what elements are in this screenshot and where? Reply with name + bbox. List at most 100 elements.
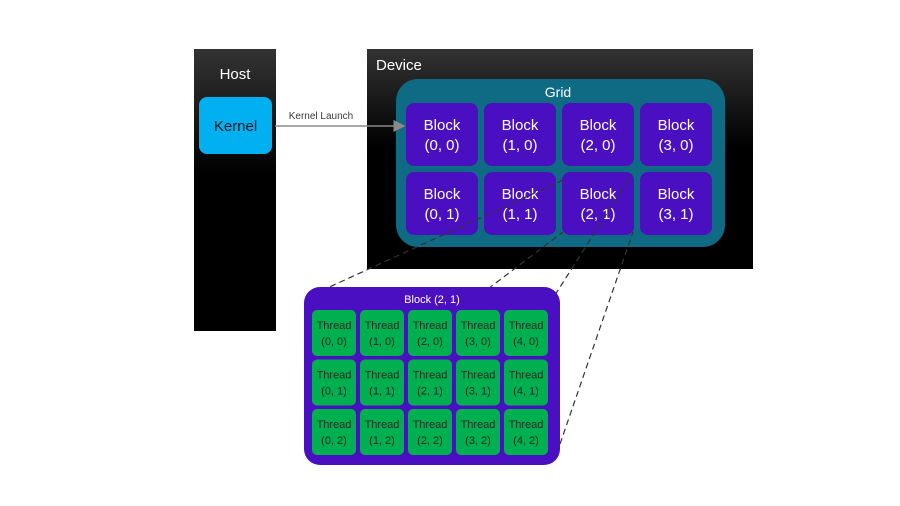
zoom-line-outer-left [311,179,564,296]
thread-label: Thread [509,370,544,382]
grid-block-label: Block [658,186,695,203]
thread-label: Thread [365,370,400,382]
zoom-line-inner-left [479,231,564,296]
thread-index: (1, 1) [369,386,395,398]
thread-cell-bg [504,310,548,356]
grid-block-bg [406,103,478,166]
thread-cell: Thread (2, 2) [408,409,452,455]
thread-cell-bg [408,310,452,356]
thread-cell: Thread (1, 2) [360,409,404,455]
grid-block-index: (1, 1) [502,206,537,223]
thread-cell-bg [408,359,452,406]
thread-cell: Thread (3, 2) [456,409,500,455]
thread-index: (1, 2) [369,435,395,447]
thread-cell: Thread (4, 0) [504,310,548,356]
zoom-lines [311,173,634,445]
thread-label: Thread [509,320,544,332]
thread-index: (0, 2) [321,435,347,447]
thread-index: (2, 1) [417,386,443,398]
thread-index: (0, 1) [321,386,347,398]
thread-cell-bg [504,409,548,455]
host-panel-bg [194,49,276,331]
thread-cell-bg [456,409,500,455]
grid-block: Block (1, 0) [484,103,556,166]
thread-index: (3, 2) [465,435,491,447]
grid-block-bg [484,172,556,235]
thread-index: (4, 0) [513,336,539,348]
grid-block-label: Block [658,117,695,134]
thread-cell-bg [312,359,356,406]
grid-container: Grid Block(0, 0)Block(1, 0)Block(2, 0)Bl… [396,79,725,247]
zoomed-block-title: Block (2, 1) [404,294,460,306]
blocks-layer: Block (0, 0) Block (1, 0) Block (2, 0) Block (3… [406,103,712,235]
grid-block: Block (3, 0) [640,103,712,166]
host-panel: Host Kernel [194,49,276,331]
thread-label: Thread [413,370,448,382]
grid-title: Grid [545,84,571,100]
thread-label: Thread [365,320,400,332]
grid-block: Block (2, 0) [562,103,634,166]
kernel-box-bg [199,97,272,154]
grid-block-bg [640,172,712,235]
thread-cell-bg [360,359,404,406]
thread-cell: Thread (4, 1) [504,359,548,406]
host-title: Host [220,66,252,83]
thread-cell: Thread (1, 0) [360,310,404,356]
grid-block-index: (0, 1) [424,206,459,223]
device-title: Device [376,57,422,74]
thread-index: (3, 0) [465,336,491,348]
thread-index: (2, 2) [417,435,443,447]
thread-cell-bg [360,409,404,455]
thread-label: Thread [413,320,448,332]
grid-block: Block (2, 1) [562,172,634,235]
thread-label: Thread [365,419,400,431]
thread-cell: Thread (0, 1) [312,359,356,406]
thread-label: Thread [317,320,352,332]
thread-cell: Thread (4, 2) [504,409,548,455]
grid-block-bg [484,103,556,166]
thread-index: (3, 1) [465,386,491,398]
grid-block-label: Block [580,117,617,134]
thread-cell-bg [360,310,404,356]
grid-block-label: Block [502,117,539,134]
thread-cell-bg [456,310,500,356]
thread-label: Thread [461,370,496,382]
grid-block-bg [406,172,478,235]
device-panel: Device Grid Block (0, 0) Block (1, 0) Block (… [367,49,753,269]
thread-cell-bg [408,409,452,455]
grid-block: Block (3, 1) [640,172,712,235]
grid-block-label: Block [580,186,617,203]
thread-cell: Thread (2, 0) [408,310,452,356]
thread-cell: Thread (0, 0) [312,310,356,356]
thread-label: Thread [461,320,496,332]
kernel-box: Kernel [199,97,272,154]
grid-block: Block (0, 0) [406,103,478,166]
grid-block-label: Block [502,186,539,203]
thread-cell-bg [312,310,356,356]
grid-block-bg [640,103,712,166]
thread-index: (0, 0) [321,336,347,348]
grid-block-index: (3, 0) [658,137,693,154]
thread-cell: Thread (1, 1) [360,359,404,406]
grid-block-bg [562,103,634,166]
kernel-label: Kernel [214,118,257,135]
thread-label: Thread [413,419,448,431]
grid-block-label: Block [424,117,461,134]
thread-label: Thread [461,419,496,431]
grid-block-index: (0, 0) [424,137,459,154]
thread-cell: Thread (2, 1) [408,359,452,406]
thread-label: Thread [509,419,544,431]
kernel-launch-arrow: Kernel Launch [275,111,406,132]
grid-block-label: Block [424,186,461,203]
grid-block-index: (1, 0) [502,137,537,154]
thread-cell: Thread (0, 2) [312,409,356,455]
threads-layer: Thread(0, 0)Thread(1, 0)Thread(2, 0)Thre… [312,310,548,455]
thread-cell: Thread (3, 1) [456,359,500,406]
grid-block-index: (2, 1) [580,206,615,223]
grid-block: Block (1, 1) [484,172,556,235]
kernel-launch-label: Kernel Launch [289,111,354,122]
thread-cell-bg [504,359,548,406]
thread-index: (4, 2) [513,435,539,447]
